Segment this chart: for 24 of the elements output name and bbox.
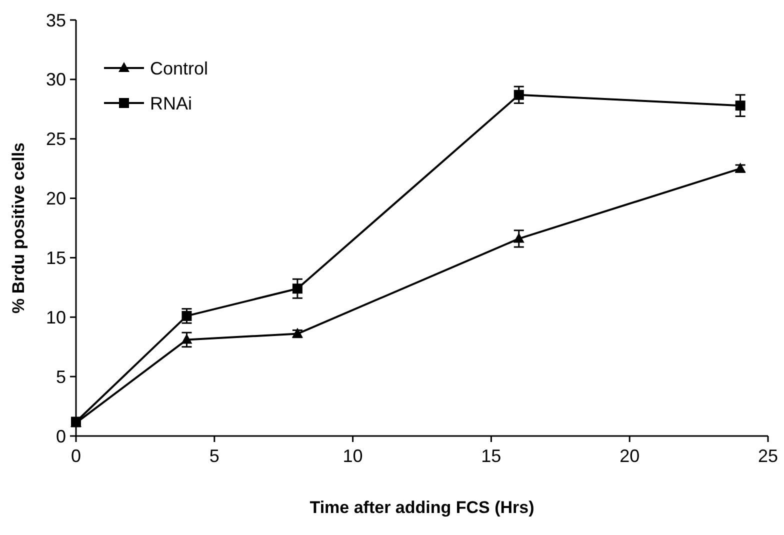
legend-label: Control [150, 58, 208, 78]
y-tick-label: 0 [56, 426, 66, 446]
y-tick-label: 5 [56, 366, 66, 387]
x-tick-label: 25 [758, 446, 778, 466]
point [735, 100, 746, 111]
y-axis-title: % Brdu positive cells [9, 142, 28, 314]
x-tick-label: 5 [209, 446, 220, 466]
x-axis-title: Time after adding FCS (Hrs) [310, 498, 534, 517]
point [514, 90, 524, 100]
x-tick-label: 0 [70, 446, 82, 466]
y-tick-label: 20 [46, 188, 66, 209]
point [513, 232, 524, 243]
x-tick-label: 20 [620, 446, 640, 466]
legend-label: RNAi [150, 93, 192, 114]
x-tick-label: 15 [481, 446, 502, 466]
x-tick-label: 10 [342, 446, 363, 466]
point [181, 334, 192, 344]
point [182, 310, 192, 321]
y-tick-label: 25 [46, 129, 66, 150]
y-tick-label: 35 [46, 10, 66, 30]
point [292, 284, 302, 294]
y-tick-label: 15 [46, 248, 66, 268]
y-tick-label: 30 [46, 70, 66, 90]
y-tick-label: 10 [46, 307, 66, 328]
